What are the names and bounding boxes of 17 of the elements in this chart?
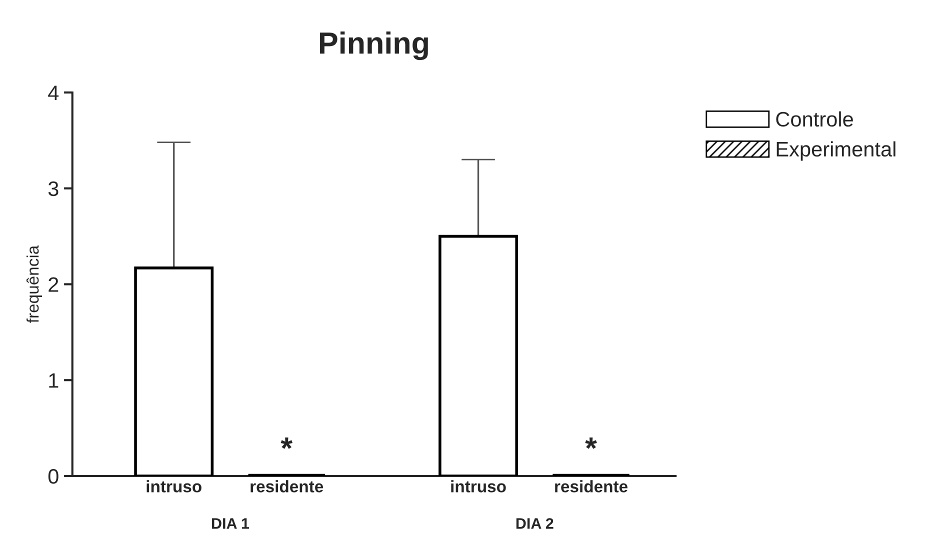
legend-label: Controle [776, 111, 853, 127]
x-tick-label: residente [250, 480, 324, 492]
x-tick-label: intruso [146, 480, 202, 492]
x-tick-label: residente [555, 480, 628, 492]
annotation: * [585, 438, 597, 449]
x-tick-label: intruso [451, 480, 506, 492]
text: Experimental [776, 141, 896, 161]
y-tick-label: 4 [48, 86, 59, 100]
text: DIA 1 [212, 518, 250, 529]
chart-title: Pinning [320, 31, 428, 60]
annotation: * [280, 438, 293, 449]
text: DIA 2 [516, 518, 554, 529]
y-tick-label: 2 [48, 277, 58, 292]
y-tick-label: 1 [49, 373, 58, 388]
y-axis-title: frequência [26, 245, 42, 323]
y-tick-label: 0 [48, 469, 58, 484]
y-tick-label: 3 [48, 181, 58, 196]
